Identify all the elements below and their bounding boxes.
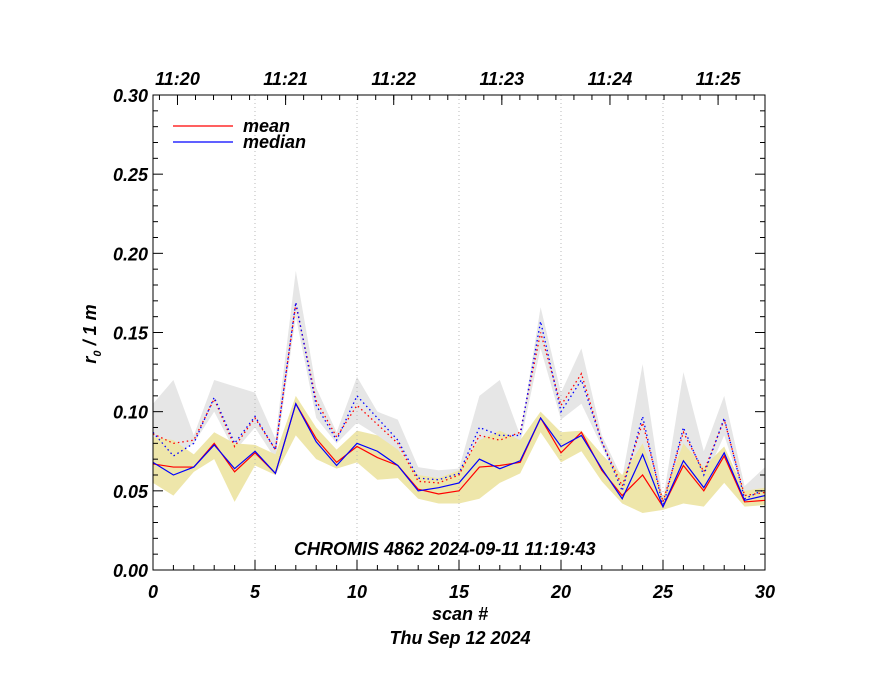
series-lines [152, 302, 766, 509]
x-tick-label: 30 [755, 582, 775, 602]
series-line-2 [152, 303, 766, 505]
band-0 [153, 270, 765, 507]
axis-ticks [152, 94, 766, 571]
date-label: Thu Sep 12 2024 [389, 628, 530, 648]
x-tick-label: 20 [550, 582, 571, 602]
y-axis-label: r0 / 1 m [80, 304, 104, 363]
svg-text:r0 / 1 m: r0 / 1 m [80, 304, 104, 363]
y-axis-label-unit: / 1 m [80, 304, 100, 350]
axis-tick-labels: 11:20 11:21 11:22 11:23 11:24 11:25 0 5 10 15 20 25… [113, 69, 775, 602]
x-tick-label: 10 [347, 582, 367, 602]
legend: mean median [173, 116, 306, 152]
series-line-1 [152, 402, 766, 509]
time-tick-label: 11:22 [371, 69, 416, 89]
y-tick-label: 0.30 [113, 86, 148, 106]
series-line-3 [152, 302, 766, 507]
y-axis-label-subscript: 0 [92, 350, 104, 357]
time-tick-label: 11:20 [155, 69, 200, 89]
x-tick-label: 15 [449, 582, 470, 602]
legend-label-mean: mean [243, 116, 290, 136]
y-tick-label: 0.00 [113, 561, 148, 581]
y-tick-label: 0.10 [113, 403, 148, 423]
time-tick-label: 11:25 [696, 69, 742, 89]
y-tick-label: 0.15 [113, 324, 149, 344]
x-tick-label: 5 [250, 582, 261, 602]
time-tick-label: 11:23 [479, 69, 524, 89]
y-tick-label: 0.25 [113, 165, 149, 185]
x-tick-label: 25 [652, 582, 674, 602]
legend-label-median: median [243, 132, 306, 152]
y-axis-label-r: r [80, 356, 100, 364]
x-tick-label: 0 [148, 582, 158, 602]
chart-annotation: CHROMIS 4862 2024-09-11 11:19:43 [294, 539, 596, 559]
y-tick-label: 0.20 [113, 244, 148, 264]
time-tick-label: 11:24 [588, 69, 633, 89]
time-tick-label: 11:21 [263, 69, 308, 89]
x-axis-label: scan # [432, 604, 488, 624]
y-tick-label: 0.05 [113, 482, 149, 502]
